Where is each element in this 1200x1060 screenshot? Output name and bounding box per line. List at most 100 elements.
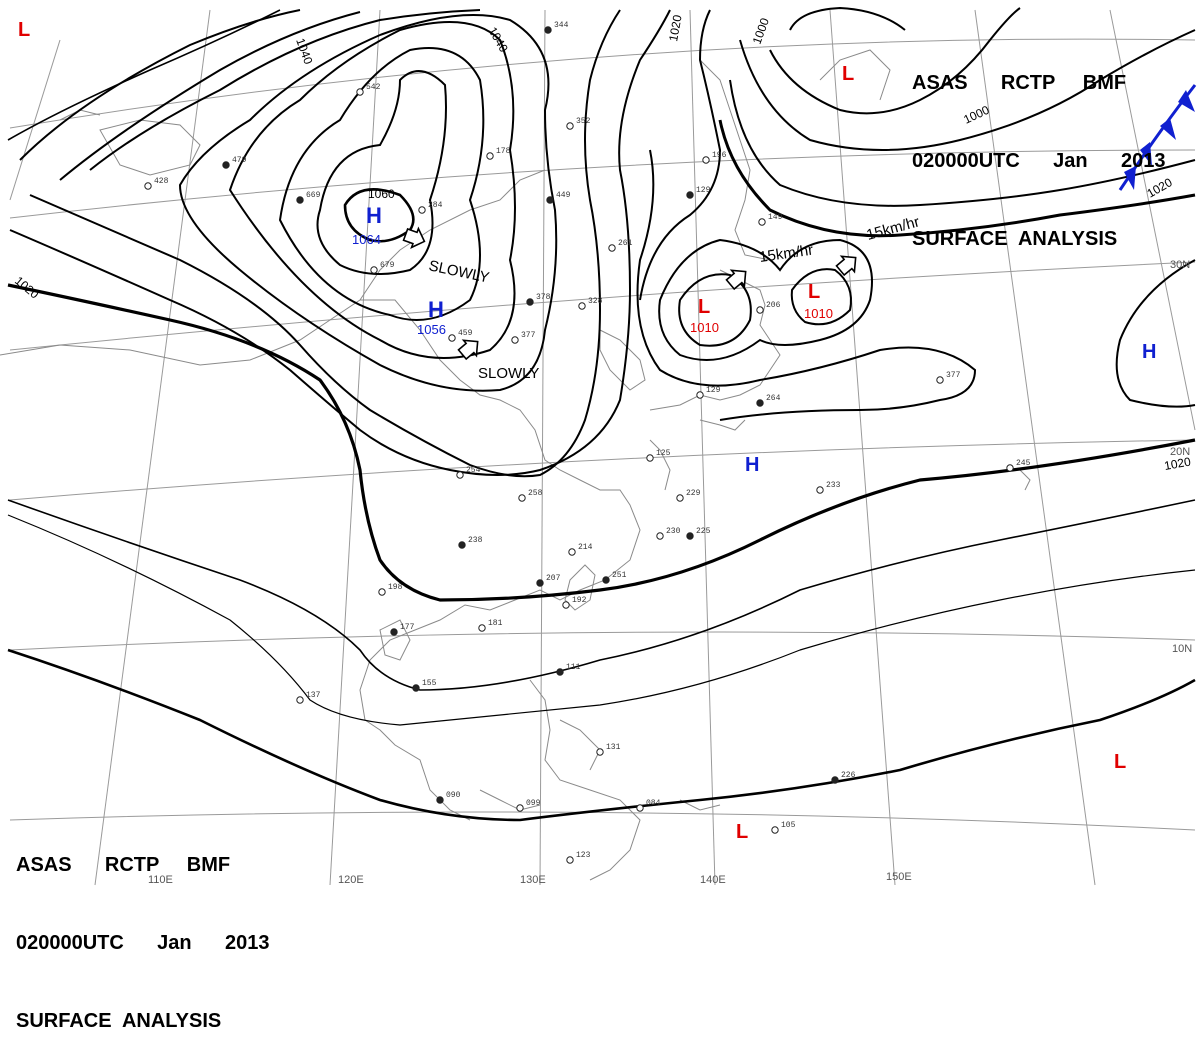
station-pressure-label: 233 (826, 481, 841, 490)
longitude-label: 120E (338, 874, 364, 886)
station-pressure-label: 177 (400, 623, 415, 632)
station-marker (458, 541, 466, 549)
station-marker (544, 26, 552, 34)
station-marker (296, 196, 304, 204)
station-marker (456, 471, 464, 479)
station-marker (756, 306, 764, 314)
high-center-value: 1064 (352, 232, 381, 247)
station-marker (686, 532, 694, 540)
pressure-centers: H 1064 H 1056 L 1010 L 1010 L H H L L L (18, 19, 1156, 843)
latitude-labels: 30N 20N 10N (1170, 259, 1192, 655)
station-marker (562, 601, 570, 609)
station-marker (566, 856, 574, 864)
station-plots: 344 428 377 378 328 261 238 258 214 207 192 181 177 1… (144, 21, 1031, 864)
longitude-label: 150E (886, 871, 912, 883)
station-pressure-label: 178 (496, 147, 511, 156)
station-pressure-label: 225 (696, 527, 711, 536)
station-marker (646, 454, 654, 462)
station-marker (526, 298, 534, 306)
station-pressure-label: 206 (766, 301, 781, 310)
station-pressure-label: 105 (781, 821, 796, 830)
station-pressure-label: 198 (388, 583, 403, 592)
station-pressure-label: 192 (572, 596, 587, 605)
station-marker (378, 588, 386, 596)
station-marker (390, 628, 398, 636)
station-marker (486, 152, 494, 160)
station-pressure-label: 137 (306, 691, 321, 700)
low-center-symbol: L (698, 296, 710, 318)
isobar-label: 1060 (368, 187, 395, 201)
station-marker (518, 494, 526, 502)
latitude-label: 30N (1170, 259, 1190, 271)
station-marker (756, 399, 764, 407)
station-pressure-label: 344 (554, 21, 569, 30)
low-center-value: 1010 (804, 306, 833, 321)
latitude-label: 20N (1170, 446, 1190, 458)
station-pressure-label: 125 (656, 449, 671, 458)
low-center-value: 1010 (690, 320, 719, 335)
station-marker (412, 684, 420, 692)
station-pressure-label: 258 (528, 489, 543, 498)
station-pressure-label: 099 (526, 799, 541, 808)
station-pressure-label: 459 (458, 329, 473, 338)
station-marker (608, 244, 616, 252)
high-center-symbol: H (1142, 341, 1156, 363)
station-marker (546, 196, 554, 204)
station-pressure-label: 238 (468, 536, 483, 545)
station-pressure-label: 214 (578, 543, 593, 552)
cold-front (1118, 84, 1197, 191)
longitude-label: 140E (700, 874, 726, 886)
low-center-symbol: L (808, 281, 820, 303)
station-pressure-label: 261 (618, 239, 633, 248)
header-line-1: ASAS RCTP BMF (912, 72, 1127, 94)
station-pressure-label: 542 (366, 83, 381, 92)
station-marker (771, 826, 779, 834)
station-marker (636, 804, 644, 812)
station-pressure-label: 377 (521, 331, 536, 340)
station-marker (758, 218, 766, 226)
station-marker (676, 494, 684, 502)
station-pressure-label: 129 (696, 186, 711, 195)
station-pressure-label: 449 (556, 191, 571, 200)
station-pressure-label: 352 (576, 117, 591, 126)
station-marker (702, 156, 710, 164)
high-center-value: 1056 (417, 322, 446, 337)
longitude-label: 110E (148, 874, 173, 886)
station-marker (602, 576, 610, 584)
longitude-label: 130E (520, 874, 546, 886)
footer-line-1: ASAS RCTP BMF (16, 854, 231, 876)
header-line-3: SURFACE ANALYSIS (912, 228, 1118, 250)
station-marker (568, 548, 576, 556)
station-pressure-label: 131 (606, 743, 621, 752)
longitude-labels: 110E 120E 130E 140E 150E (148, 871, 912, 886)
station-marker (696, 391, 704, 399)
low-center-symbol: L (1114, 751, 1126, 773)
station-marker (478, 624, 486, 632)
station-marker (936, 376, 944, 384)
station-marker (556, 668, 564, 676)
station-marker (656, 532, 664, 540)
high-center-symbol: H (366, 203, 382, 228)
isobar-label: 1020 (1163, 454, 1192, 472)
station-marker (356, 88, 364, 96)
latitude-label: 10N (1172, 643, 1192, 655)
station-pressure-label: 479 (232, 156, 247, 165)
station-marker (536, 579, 544, 587)
graticule (9, 9, 1196, 886)
motion-arrows (402, 226, 857, 361)
low-center-symbol: L (736, 821, 748, 843)
low-center-symbol: L (18, 19, 30, 41)
station-marker (296, 696, 304, 704)
station-pressure-label: 328 (588, 297, 603, 306)
station-pressure-label: 377 (946, 371, 961, 380)
station-marker (578, 302, 586, 310)
station-pressure-label: 111 (566, 663, 581, 672)
station-marker (436, 796, 444, 804)
station-marker (222, 161, 230, 169)
surface-analysis-map: 1060 1040 1040 1020 1000 1020 1020 1020 … (0, 6, 1197, 886)
header-line-2: 020000UTC Jan 2013 (912, 150, 1166, 172)
station-pressure-label: 229 (686, 489, 701, 498)
chart-footer: ASAS RCTP BMF 020000UTC Jan 2013 SURFACE… (16, 800, 269, 1060)
station-marker (816, 486, 824, 494)
station-marker (516, 804, 524, 812)
